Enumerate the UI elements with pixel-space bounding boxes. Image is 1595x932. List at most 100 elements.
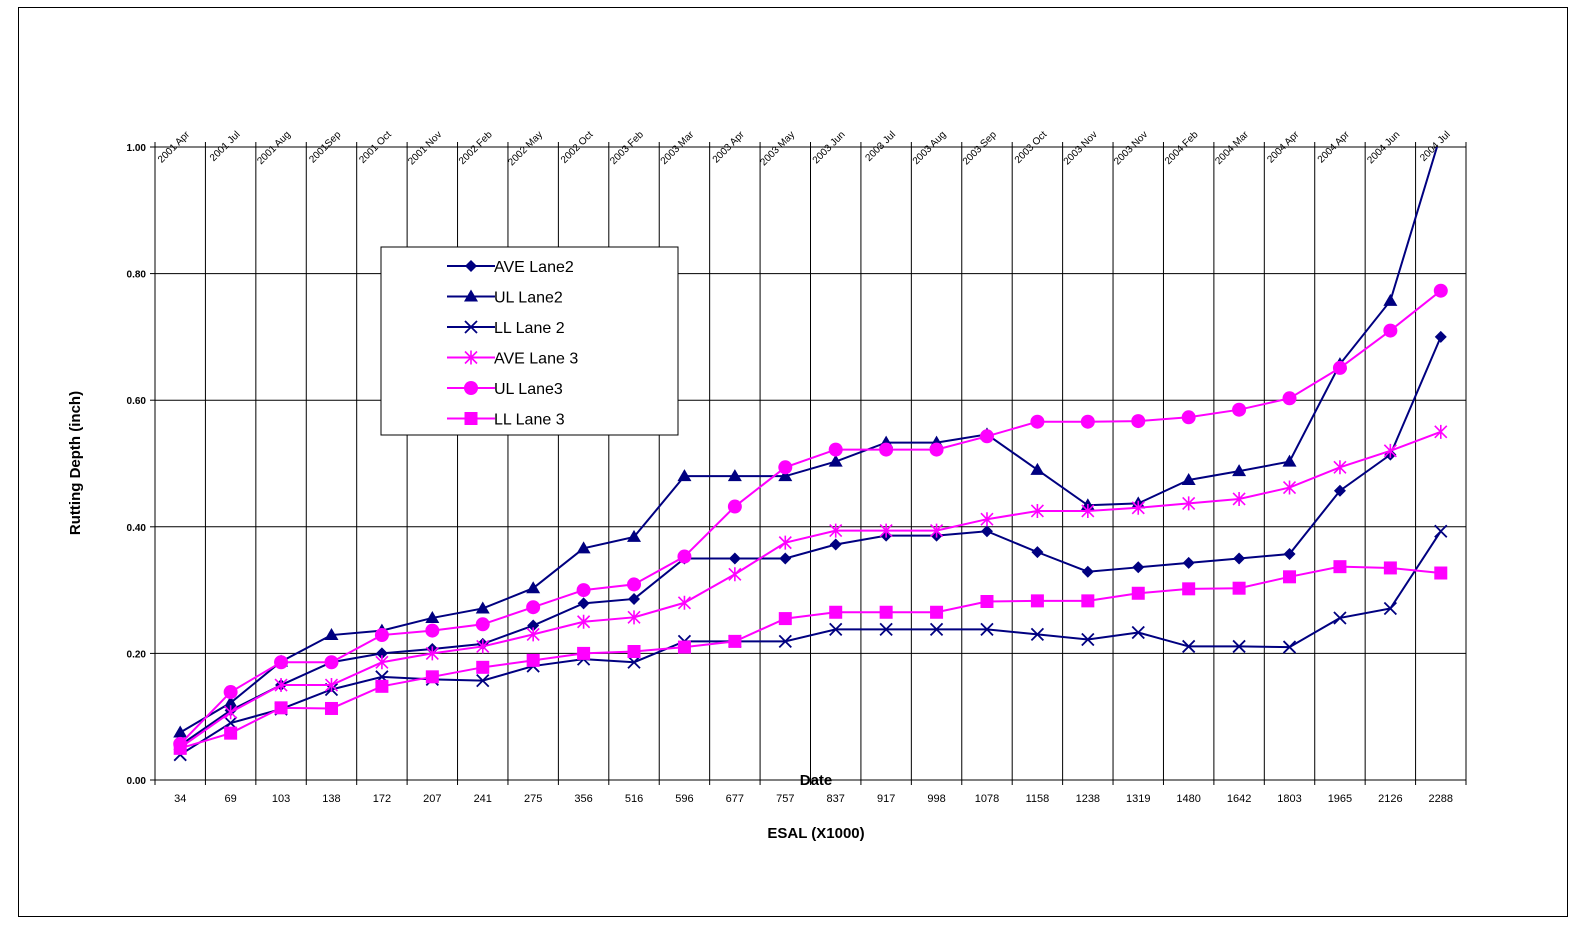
square-marker [425,670,439,684]
star-marker [627,610,641,625]
x-marker [980,622,994,636]
y-axis-ticks: 0.00 0.20 0.40 0.60 0.80 1.00 [127,143,155,787]
star-marker [1232,491,1246,506]
diamond-marker [628,592,641,605]
triangle-marker [1383,293,1398,306]
square-marker [677,640,691,654]
star-marker [425,646,439,661]
date-tick-label: 2003 Aug [911,129,949,167]
circle-marker [627,577,642,592]
star-marker [274,678,288,693]
square-marker [577,646,591,660]
circle-marker [1080,414,1095,429]
legend-label: UL Lane2 [494,290,563,307]
star-marker [1434,424,1448,439]
circle-marker [475,617,490,632]
circle-marker [677,549,692,564]
series-line [179,289,1442,745]
diamond-marker [1132,561,1145,574]
date-tick-label: 2004 Mar [1213,129,1251,167]
triangle-marker [324,628,339,641]
diamond-marker [829,538,842,551]
x-marker [929,622,944,636]
y-tick-label: 0.60 [127,396,147,407]
series-ll-lane-3 [173,560,1448,755]
legend-item: AVE Lane2 [447,259,574,276]
diamond-marker [779,552,792,565]
x-marker [476,673,490,688]
legend-label: LL Lane 3 [494,412,565,429]
square-marker [375,679,389,693]
square-marker [1434,566,1448,580]
star-marker [1030,503,1044,518]
y-tick-label: 0.80 [127,270,147,281]
x-marker [1434,524,1448,538]
square-marker [1283,570,1297,584]
date-tick-label: 2004 Jun [1365,129,1402,166]
x-tick-label: 917 [877,793,895,805]
star-marker [324,678,339,693]
triangle-marker [677,469,692,482]
triangle-marker [576,541,591,554]
legend-label: AVE Lane2 [494,259,574,276]
x-tick-label: 1803 [1277,793,1301,805]
diamond-marker [1081,565,1094,578]
square-marker [1081,594,1095,608]
square-marker [173,741,187,755]
x-marker [829,622,843,636]
x-tick-label: 1480 [1176,793,1200,805]
x-marker [1282,640,1297,654]
x-tick-label: 2288 [1429,793,1453,805]
square-marker [1030,594,1044,608]
circle-marker [324,655,339,670]
series-ul-lane3 [173,283,1448,751]
triangle-marker [1030,462,1045,475]
diamond-marker [980,525,993,538]
star-marker [1383,443,1397,458]
square-marker [980,594,994,608]
date-tick-label: 2003 Sep [961,129,999,167]
star-marker [929,523,944,538]
series-ave-lane-3 [173,424,1448,755]
diamond-marker [1233,552,1246,565]
date-tick-label: 2002 Oct [559,129,596,166]
series [173,147,1448,762]
date-tick-label: 2001 Nov [406,129,444,167]
star-marker [980,512,994,527]
diamond-marker [1283,548,1296,561]
square-marker [526,653,540,667]
diamond-marker [375,647,388,660]
star-marker [1282,480,1297,495]
triangle-marker [464,289,478,302]
star-marker [1182,496,1196,511]
x-marker [1081,632,1095,647]
date-tick-label: 2003 Feb [608,129,646,167]
circle-marker [223,685,238,700]
circle-marker [1282,391,1297,406]
x-tick-label: 1158 [1026,793,1050,805]
series-line [179,336,1442,747]
x-tick-label: 2126 [1378,793,1402,805]
date-tick-label: 2002 May [506,129,545,168]
square-marker [324,701,338,715]
x-marker [1333,611,1347,625]
diamond-marker [1333,484,1346,497]
x-marker [1232,639,1246,654]
date-tick-label: 2004 Feb [1163,129,1201,167]
star-marker [577,614,591,629]
x-tick-label: 241 [474,793,492,805]
star-marker [778,535,792,550]
legend-item: LL Lane 3 [447,412,565,429]
x-marker [1182,639,1196,654]
square-marker [728,634,742,648]
date-tick-label: 2003 Nov [1112,129,1150,167]
star-marker [829,523,843,538]
y-tick-label: 0.40 [127,523,147,534]
x-tick-label: 1078 [975,793,999,805]
triangle-marker [526,581,541,594]
series-line [179,147,1438,734]
star-marker [476,639,490,654]
series-line [179,530,1442,756]
y-axis-label: Rutting Depth (inch) [67,391,84,535]
circle-marker [1383,323,1398,338]
